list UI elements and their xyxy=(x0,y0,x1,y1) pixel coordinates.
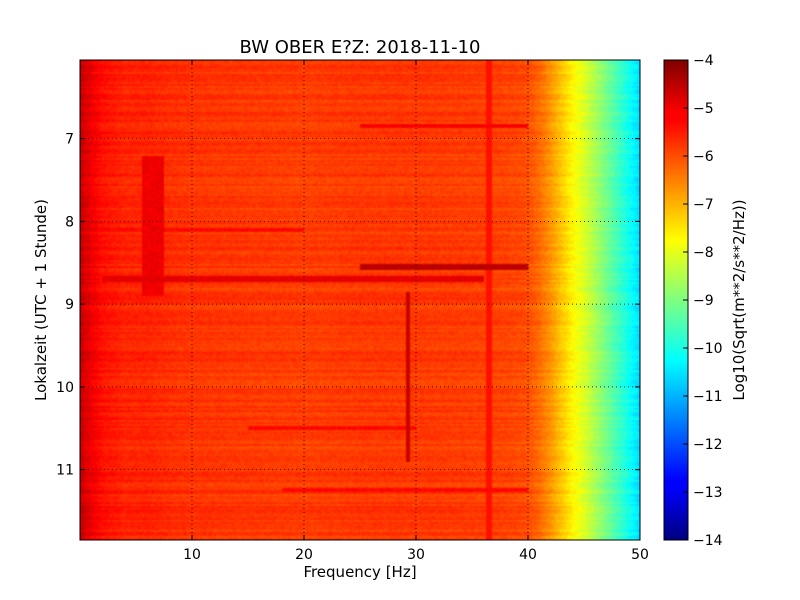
plot-frame xyxy=(79,59,641,541)
colorbar-ticks: −4 −5 −6 −7 −8 −9 −10 −11 −12 −13 −14 xyxy=(683,53,723,549)
colorbar-label: Log10(Sqrt(m**2/s**2/Hz)) xyxy=(730,199,748,400)
y-axis-label: Lokalzeit (UTC + 1 Stunde) xyxy=(32,199,50,401)
colorbar-tick-label: −6 xyxy=(693,149,714,165)
colorbar-tick-label: −5 xyxy=(693,101,714,117)
y-tick-label: 7 xyxy=(65,132,74,148)
colorbar-tick-label: −13 xyxy=(693,485,723,501)
colorbar-tick-label: −9 xyxy=(693,293,714,309)
y-tick-label: 10 xyxy=(56,380,74,396)
colorbar-tick-label: −7 xyxy=(693,197,714,213)
colorbar: −4 −5 −6 −7 −8 −9 −10 −11 −12 −13 −14 Log10(Sqrt(m… xyxy=(663,53,748,549)
x-tick-label: 30 xyxy=(407,547,425,563)
y-tick-label: 11 xyxy=(56,463,74,479)
spectrogram-plot-area: 10 20 30 40 50 7 8 9 10 11 xyxy=(56,59,649,563)
colorbar-tick-label: −12 xyxy=(693,437,723,453)
x-tick-label: 40 xyxy=(519,547,537,563)
colorbar-tick-label: −10 xyxy=(693,341,723,357)
x-tick-label: 20 xyxy=(295,547,313,563)
x-axis-label: Frequency [Hz] xyxy=(303,563,416,581)
colorbar-tick-label: −11 xyxy=(693,389,723,405)
x-axis-ticks: 10 20 30 40 50 xyxy=(183,60,649,563)
grid-lines xyxy=(80,60,640,540)
colorbar-tick-label: −8 xyxy=(693,245,714,261)
colorbar-tick-label: −14 xyxy=(693,533,723,549)
chart-title: BW OBER E?Z: 2018-11-10 xyxy=(240,37,481,58)
colorbar-tick-label: −4 xyxy=(693,53,714,69)
y-axis-ticks: 7 8 9 10 11 xyxy=(56,132,640,479)
x-tick-label: 10 xyxy=(183,547,201,563)
y-tick-label: 9 xyxy=(65,297,74,313)
x-tick-label: 50 xyxy=(631,547,649,563)
y-tick-label: 8 xyxy=(65,214,74,230)
spectrogram-heatmap xyxy=(80,60,640,540)
